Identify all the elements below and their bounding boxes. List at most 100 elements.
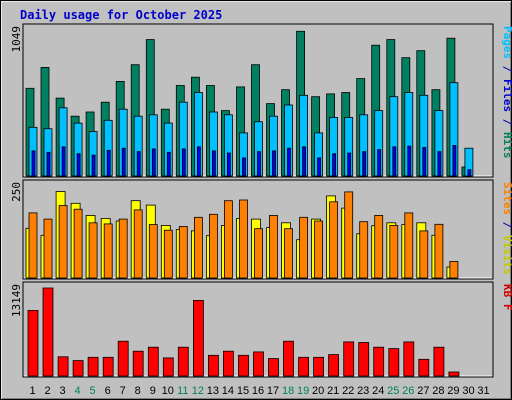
bar-pages-day-30 — [467, 169, 472, 177]
bar-sites-day-7 — [118, 218, 128, 279]
x-tick-day-20: 20 — [312, 385, 324, 397]
bar-kb-f-day-15 — [238, 354, 249, 377]
bar-sites-day-17 — [269, 214, 278, 279]
bar-kb-f-day-23 — [358, 342, 370, 377]
series-label-part: KB F — [501, 284, 512, 311]
x-tick-day-22: 22 — [342, 385, 354, 397]
bar-kb-f-day-7 — [117, 340, 129, 377]
x-tick-day-12: 12 — [192, 385, 204, 397]
bar-pages-day-25 — [392, 146, 397, 177]
bar-pages-day-21 — [332, 153, 337, 177]
bar-pages-day-28 — [437, 151, 442, 177]
bar-kb-f-day-26 — [403, 341, 415, 377]
bar-kb-f-day-8 — [132, 350, 144, 377]
x-tick-day-28: 28 — [432, 385, 444, 397]
bar-kb-f-day-19 — [298, 356, 310, 377]
bar-sites-day-9 — [148, 224, 158, 279]
bar-pages-day-6 — [106, 149, 111, 177]
bar-kb-f-day-4 — [72, 360, 84, 377]
bar-pages-day-24 — [377, 149, 382, 177]
bar-kb-f-day-21 — [328, 354, 340, 377]
x-tick-day-14: 14 — [222, 385, 234, 397]
bar-pages-day-17 — [272, 150, 276, 177]
bar-sites-day-29 — [449, 260, 459, 279]
bar-sites-day-12 — [193, 216, 203, 279]
x-tick-day-17: 17 — [267, 385, 279, 397]
x-tick-day-24: 24 — [372, 385, 384, 397]
bar-kb-f-day-11 — [177, 346, 189, 377]
bar-pages-day-22 — [347, 152, 352, 177]
bar-kb-f-day-25 — [388, 348, 400, 377]
bar-kb-f-day-9 — [147, 346, 159, 377]
bar-pages-day-8 — [136, 151, 141, 177]
bar-pages-day-29 — [452, 144, 457, 177]
bar-sites-day-27 — [419, 230, 429, 279]
bar-sites-day-11 — [178, 226, 188, 279]
x-tick-day-6: 6 — [105, 385, 111, 397]
x-tick-day-19: 19 — [297, 385, 309, 397]
series-label-part: Pages — [501, 26, 512, 59]
x-tick-day-7: 7 — [120, 385, 126, 397]
bar-kb-f-day-12 — [192, 299, 204, 377]
bar-pages-day-12 — [196, 146, 201, 177]
bar-kb-f-day-28 — [433, 346, 445, 377]
bar-sites-day-14 — [223, 200, 233, 279]
bar-pages-day-13 — [211, 150, 216, 177]
bar-sites-day-22 — [344, 191, 354, 279]
bar-pages-day-15 — [242, 157, 246, 177]
bar-kb-f-day-1 — [27, 309, 39, 377]
bar-sites-day-21 — [329, 201, 339, 279]
bar-kb-f-day-10 — [162, 357, 174, 377]
bar-pages-day-2 — [46, 151, 51, 177]
series-label-hits-files-pages: Pages / Files / Hits — [501, 26, 512, 159]
x-tick-day-31: 31 — [477, 385, 489, 397]
bar-sites-day-28 — [434, 223, 444, 279]
series-label-part: / — [501, 112, 512, 132]
bar-sites-day-26 — [404, 212, 414, 279]
bar-sites-day-4 — [73, 208, 83, 279]
chart-title: Daily usage for October 2025 — [20, 8, 223, 22]
bar-sites-day-13 — [208, 213, 218, 279]
bar-sites-day-1 — [28, 212, 38, 279]
bar-sites-day-24 — [374, 214, 384, 279]
bar-kb-f-day-27 — [418, 358, 430, 377]
x-tick-day-23: 23 — [357, 385, 369, 397]
bar-pages-day-20 — [317, 157, 322, 177]
bar-sites-day-15 — [239, 199, 248, 279]
bar-sites-day-20 — [314, 220, 324, 279]
series-label-part: Hits — [501, 132, 512, 159]
x-tick-day-3: 3 — [60, 385, 66, 397]
bar-kb-f-day-3 — [57, 356, 69, 377]
bar-sites-day-2 — [43, 218, 53, 279]
series-label-part: Files — [501, 79, 512, 112]
series-label-part: Visits — [501, 235, 512, 275]
bar-kb-f-day-22 — [343, 341, 355, 377]
series-label-visits-sites: Sites / Visits — [501, 182, 512, 275]
x-tick-day-15: 15 — [237, 385, 249, 397]
bar-sites-day-10 — [163, 229, 173, 279]
bar-kb-f-day-20 — [313, 356, 325, 377]
bar-pages-day-10 — [166, 151, 171, 177]
bar-pages-day-16 — [257, 151, 261, 177]
x-tick-day-30: 30 — [462, 385, 474, 397]
bar-kb-f-day-24 — [373, 346, 385, 377]
bar-sites-day-25 — [389, 224, 399, 279]
bar-pages-day-3 — [61, 146, 66, 177]
bar-pages-day-9 — [151, 148, 156, 177]
x-tick-day-29: 29 — [447, 385, 459, 397]
bar-kb-f-day-2 — [42, 287, 54, 377]
bar-kb-f-day-17 — [268, 358, 279, 377]
x-tick-day-18: 18 — [282, 385, 294, 397]
bar-kb-f-day-18 — [283, 340, 294, 377]
x-tick-day-21: 21 — [327, 385, 339, 397]
bar-pages-day-5 — [91, 154, 96, 177]
ymax-label-visits-sites: 250 — [10, 182, 23, 202]
bar-pages-day-7 — [121, 147, 126, 177]
bar-sites-day-6 — [103, 223, 113, 279]
bar-sites-day-5 — [88, 222, 98, 279]
series-label-part: Sites — [501, 182, 512, 215]
x-tick-day-5: 5 — [90, 385, 96, 397]
bar-kb-f-day-14 — [222, 350, 234, 377]
ymax-label-hits-files-pages: 1049 — [10, 26, 23, 53]
